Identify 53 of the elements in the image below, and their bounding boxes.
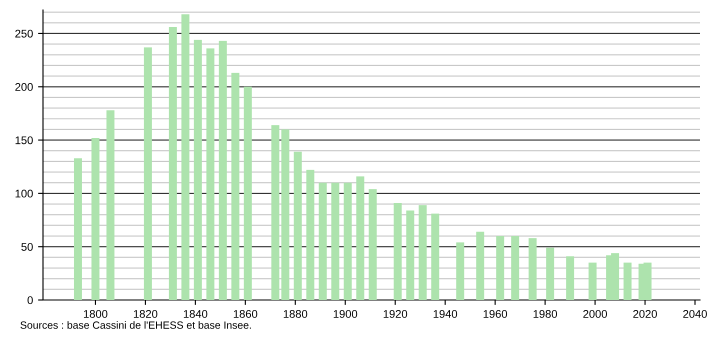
bar xyxy=(368,189,377,300)
bar xyxy=(306,170,314,300)
bar xyxy=(406,210,414,300)
bar xyxy=(476,232,484,300)
bar xyxy=(344,182,352,300)
bar xyxy=(394,202,402,300)
x-tick-label: 1920 xyxy=(384,310,408,318)
bar xyxy=(74,158,82,300)
y-tick-label: 200 xyxy=(15,83,33,91)
bar xyxy=(194,40,202,300)
x-tick-label: 1940 xyxy=(434,310,458,318)
y-tick-label: 250 xyxy=(15,30,33,38)
y-tick-label: 150 xyxy=(16,136,33,144)
bar xyxy=(331,182,340,300)
bar xyxy=(318,182,327,300)
x-tick-label: 1960 xyxy=(484,310,508,318)
y-tick-label: 0 xyxy=(28,296,33,304)
bar xyxy=(566,256,574,300)
bar xyxy=(91,138,100,300)
x-tick-label: 1900 xyxy=(334,310,358,318)
x-tick-label: 2040 xyxy=(683,310,707,318)
bar xyxy=(431,214,440,300)
bar xyxy=(281,129,290,300)
bar xyxy=(271,125,280,300)
bar xyxy=(244,86,252,300)
bar xyxy=(168,27,177,300)
bar xyxy=(496,236,504,300)
bar xyxy=(418,205,427,300)
bar xyxy=(511,236,520,300)
bar xyxy=(181,14,190,300)
bar xyxy=(356,176,364,300)
bar xyxy=(294,152,302,300)
bar xyxy=(588,262,597,300)
bar xyxy=(206,48,214,300)
x-tick-label: 1820 xyxy=(134,310,158,318)
y-tick-label: 50 xyxy=(21,242,33,251)
x-tick-label: 1860 xyxy=(234,310,258,318)
y-tick-label: 100 xyxy=(16,190,33,198)
x-tick-label: 1800 xyxy=(84,310,108,318)
source-note: Sources : base Cassini de l'EHESS et base Insee. xyxy=(20,321,251,329)
bar xyxy=(546,248,554,300)
bar xyxy=(231,72,240,300)
x-tick-label: 2000 xyxy=(583,310,608,318)
bar xyxy=(456,242,464,300)
x-tick-label: 1880 xyxy=(284,310,308,318)
bar xyxy=(106,110,114,300)
bar xyxy=(528,238,537,300)
bar xyxy=(624,262,632,300)
x-tick-label: 1980 xyxy=(534,310,558,318)
x-tick-label: 2020 xyxy=(633,310,657,318)
x-tick-label: 1840 xyxy=(184,310,208,318)
bar xyxy=(144,47,152,300)
bar xyxy=(218,40,227,300)
